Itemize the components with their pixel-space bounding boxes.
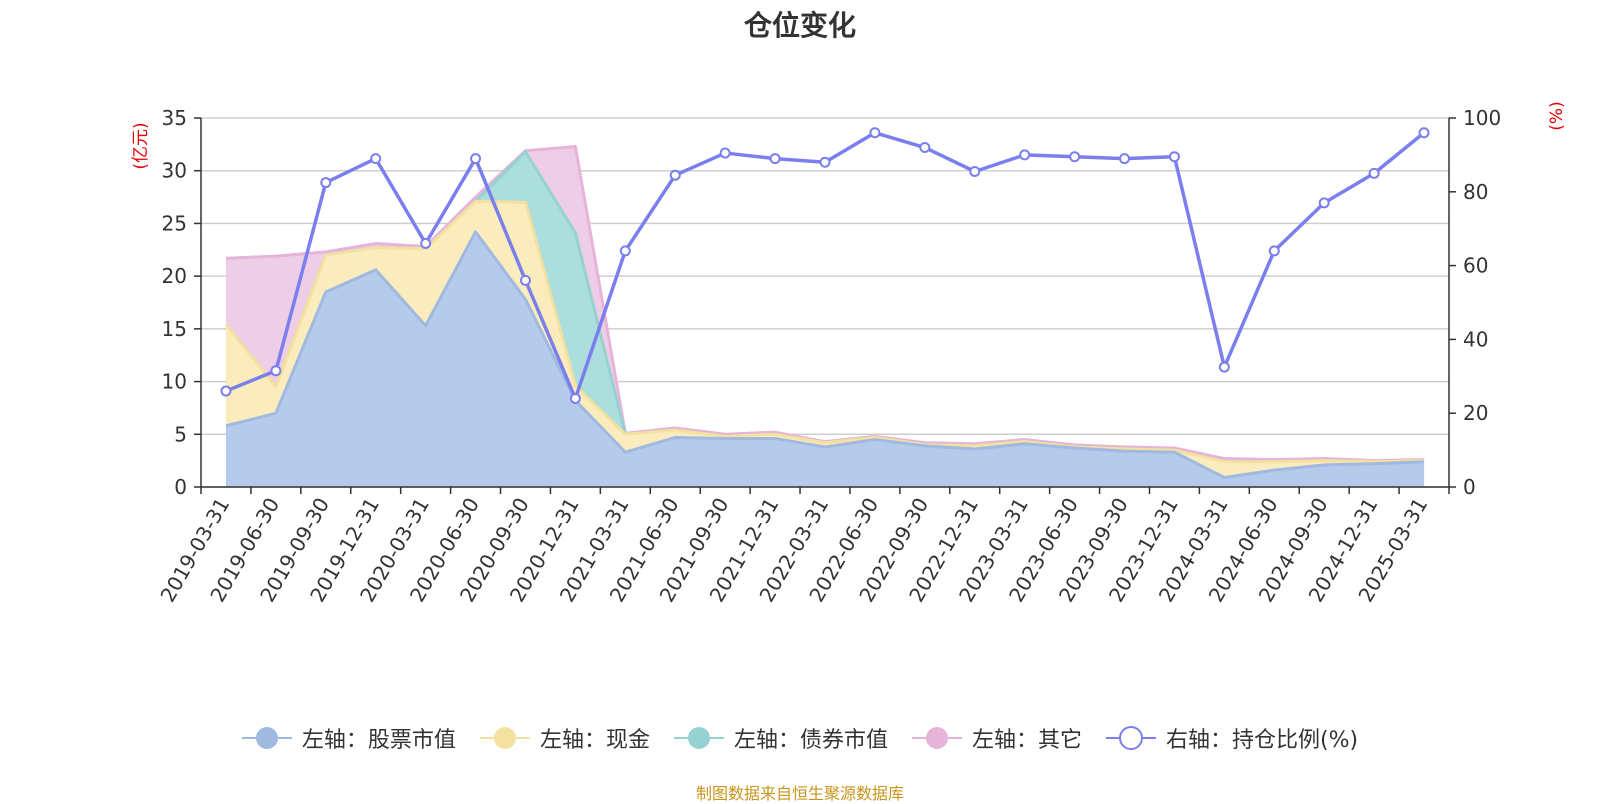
left-tick-label: 25 (162, 211, 187, 235)
ratio-point (869, 127, 881, 139)
ratio-point (370, 153, 382, 165)
right-tick-label: 80 (1463, 180, 1488, 204)
ratio-point (1218, 361, 1230, 373)
left-tick-label: 35 (162, 106, 187, 130)
ratio-point (1418, 127, 1430, 139)
right-tick-label: 60 (1463, 254, 1488, 278)
left-axis-unit: (亿元) (131, 122, 151, 169)
right-tick-label: 40 (1463, 327, 1488, 351)
right-tick-label: 20 (1463, 401, 1488, 425)
legend: 左轴：股票市值 左轴：现金 左轴：债券市值 左轴：其它 右轴：持仓比例(%) (0, 722, 1600, 754)
ratio-point (519, 274, 531, 286)
ratio-point (1368, 167, 1380, 179)
legend-label: 左轴：现金 (539, 728, 650, 753)
legend-item[interactable]: 左轴：其它 (911, 722, 1082, 754)
legend-label: 左轴：债券市值 (733, 728, 888, 753)
legend-symbol (1105, 726, 1156, 750)
left-tick-label: 30 (162, 159, 187, 183)
ratio-point (1168, 151, 1180, 163)
right-tick-label: 0 (1463, 475, 1476, 499)
ratio-point (769, 153, 781, 165)
position-ratio-line (220, 127, 1430, 404)
data-source-note: 制图数据来自恒生聚源数据库 (695, 784, 904, 803)
ratio-point (619, 245, 631, 257)
right-tick-label: 100 (1463, 106, 1501, 130)
ratio-point (1119, 153, 1131, 165)
ratio-point (220, 385, 232, 397)
ratio-point (1318, 197, 1330, 209)
ratio-point (919, 142, 931, 154)
ratio-point (1268, 245, 1280, 257)
ratio-point (320, 177, 332, 189)
left-tick-label: 15 (162, 317, 187, 341)
legend-item[interactable]: 右轴：持仓比例(%) (1105, 722, 1359, 754)
left-tick-label: 0 (174, 475, 187, 499)
ratio-point (669, 169, 681, 181)
left-tick-label: 5 (174, 422, 187, 446)
ratio-point (719, 147, 731, 159)
ratio-point (270, 365, 282, 377)
left-tick-label: 10 (162, 370, 187, 394)
ratio-point (969, 166, 981, 178)
legend-label: 左轴：股票市值 (301, 728, 456, 753)
legend-symbol (673, 727, 724, 749)
right-axis-unit: (%) (1547, 101, 1567, 130)
ratio-point (470, 153, 482, 165)
area-edge (225, 230, 1425, 480)
legend-label: 左轴：其它 (971, 728, 1082, 753)
legend-symbol (241, 727, 292, 749)
left-tick-label: 20 (162, 264, 187, 288)
legend-item[interactable]: 左轴：股票市值 (241, 722, 456, 754)
legend-label: 右轴：持仓比例(%) (1165, 728, 1359, 753)
legend-symbol (479, 727, 530, 749)
ratio-point (1069, 151, 1081, 163)
legend-item[interactable]: 左轴：债券市值 (673, 722, 888, 754)
ratio-point (569, 392, 581, 404)
ratio-point (420, 237, 432, 249)
legend-symbol (911, 727, 962, 749)
ratio-point (819, 156, 831, 168)
legend-item[interactable]: 左轴：现金 (479, 722, 650, 754)
chart-title: 仓位变化 (743, 9, 856, 42)
ratio-point (1019, 149, 1031, 161)
area-fill (225, 231, 1425, 487)
stacked-areas (224, 144, 1425, 488)
